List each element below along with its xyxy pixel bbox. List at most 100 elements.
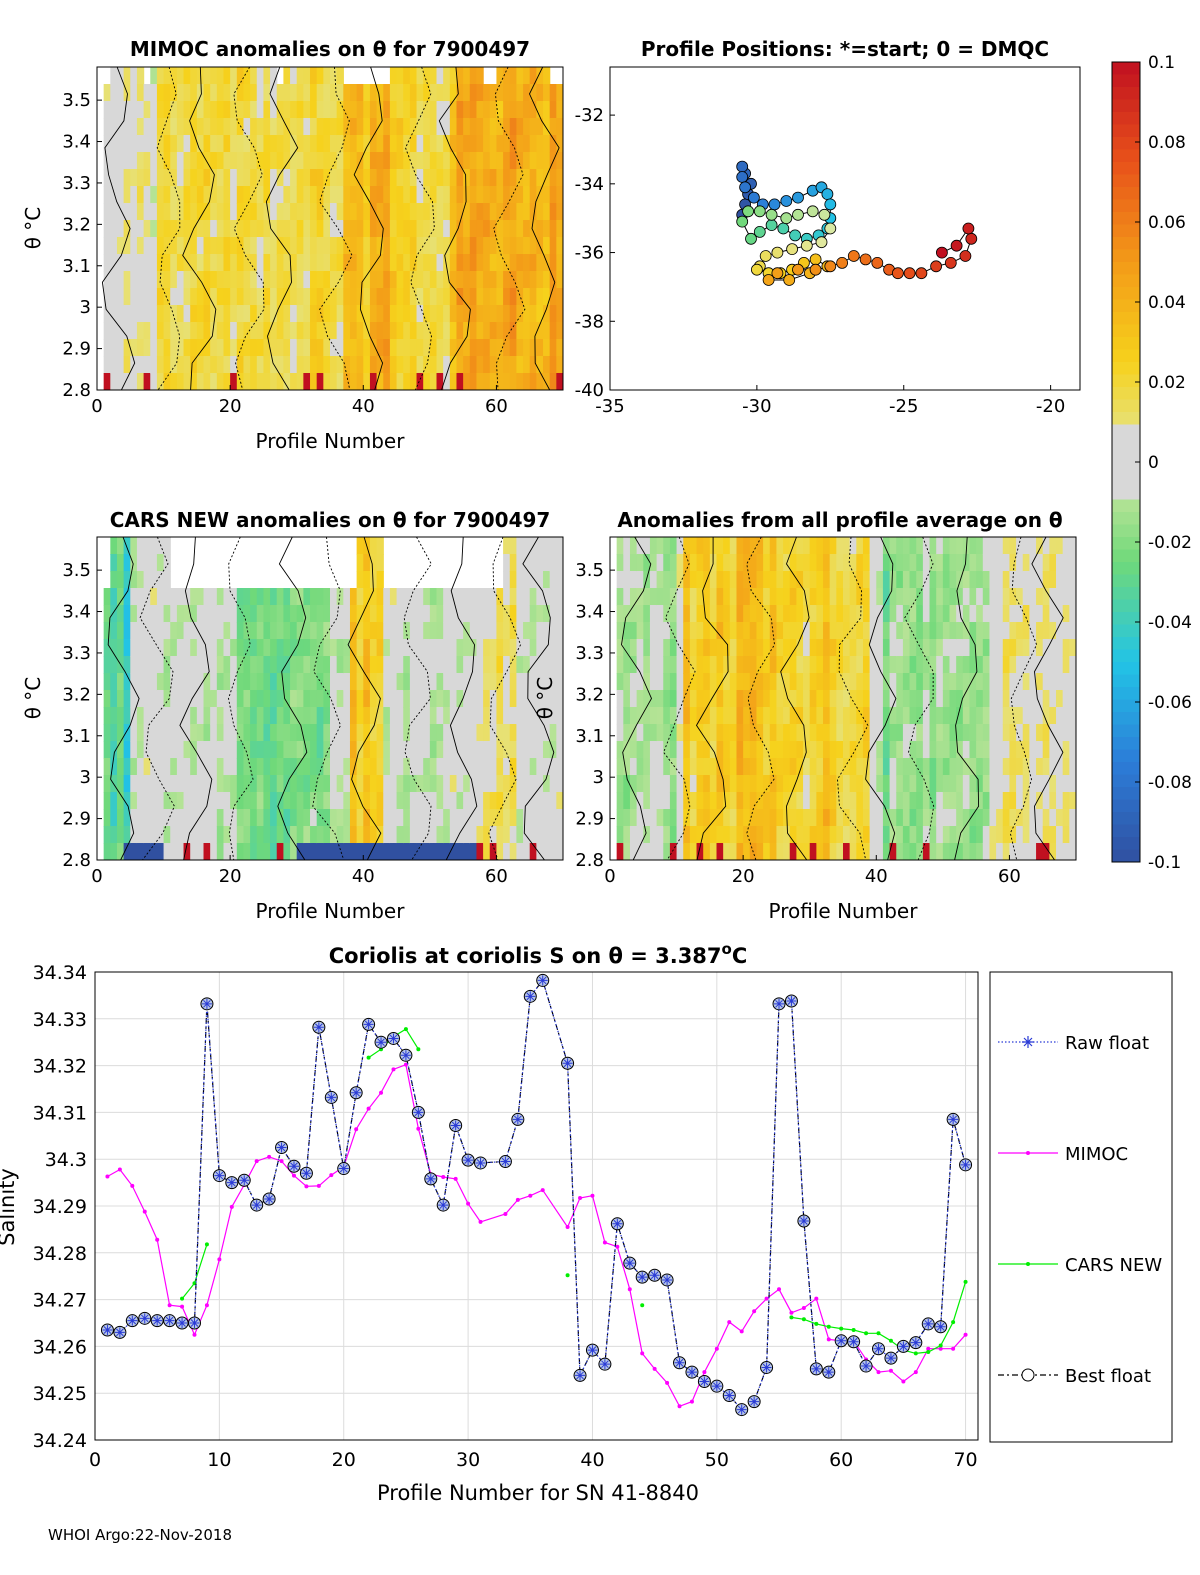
average-cell: [976, 741, 984, 759]
mimoc-cell: [496, 339, 504, 357]
mimoc-cell: [230, 169, 238, 187]
cars-cell: [529, 792, 537, 810]
average-cell: [763, 656, 771, 674]
colorbar-segment: [1112, 387, 1140, 400]
cars-cell: [469, 690, 478, 708]
average-cell: [929, 809, 937, 827]
cars-cell: [549, 724, 557, 742]
cars-cell: [250, 809, 258, 827]
cars-cell: [123, 843, 131, 860]
mimoc-cell: [196, 288, 205, 306]
average-cell: [696, 843, 704, 860]
average-cell: [889, 673, 897, 691]
average-cell: [829, 605, 837, 623]
mimoc-cell: [323, 339, 331, 357]
mimoc-cell: [230, 271, 238, 289]
mimoc-cell: [110, 135, 118, 153]
mimoc-cell: [476, 305, 484, 323]
average-cell: [616, 843, 624, 860]
mimoc-cell: [103, 356, 111, 374]
average-cell: [962, 639, 971, 657]
cars-cell: [403, 656, 411, 674]
average-cell: [769, 554, 778, 572]
average-cell: [876, 656, 884, 674]
cars-cell: [449, 724, 458, 742]
position-point: [792, 208, 804, 221]
mimoc-cell: [170, 271, 178, 289]
colorbar-segment: [1112, 212, 1140, 225]
average-cell: [956, 537, 964, 555]
mimoc-cell: [516, 135, 524, 153]
cars-cell: [456, 673, 464, 691]
average-cell: [723, 537, 731, 555]
mimoc-cell: [183, 237, 191, 255]
mimoc-cell: [176, 271, 185, 289]
average-cell: [929, 571, 937, 589]
average-cell: [976, 588, 984, 606]
mimoc-cell: [136, 67, 145, 85]
mimoc-cell: [403, 84, 411, 102]
mimoc-cell: [563, 356, 570, 374]
average-cell: [716, 809, 724, 827]
cars-cell: [156, 707, 165, 725]
average-cell: [703, 537, 711, 555]
cars-cell: [363, 673, 371, 691]
mimoc-cell: [403, 339, 411, 357]
cars-cell: [563, 537, 570, 555]
average-cell: [816, 537, 824, 555]
average-cell: [949, 724, 957, 742]
average-cell: [996, 741, 1004, 759]
cars-cell: [356, 554, 364, 572]
average-cell: [1062, 724, 1070, 742]
average-cell: [922, 826, 931, 844]
cars-cell: [409, 707, 418, 725]
cars-cell: [243, 792, 251, 810]
mimoc-cell: [456, 254, 464, 272]
cars-cell: [230, 690, 238, 708]
raw-point: [662, 1274, 673, 1285]
cars-cell: [170, 639, 178, 657]
average-cell: [736, 741, 744, 759]
average-cell: [736, 588, 744, 606]
mimoc-cell: [250, 237, 258, 255]
average-cell: [929, 622, 937, 640]
mimoc-cell: [283, 339, 291, 357]
cars-cell: [250, 758, 258, 776]
average-cell: [716, 656, 724, 674]
average-cell: [729, 826, 738, 844]
mimoc-ytick-label: 2.9: [62, 339, 91, 360]
average-cell: [689, 656, 698, 674]
cars-cell: [303, 792, 311, 810]
cars-cell: [256, 673, 265, 691]
average-cell: [829, 792, 837, 810]
mimoc-cell: [396, 373, 404, 390]
mimoc-cell: [223, 305, 231, 323]
position-point: [786, 243, 798, 256]
cars-cell: [376, 588, 384, 606]
mimoc-cell: [483, 288, 491, 306]
mimoc-cell: [216, 135, 225, 153]
cars-cell: [469, 741, 478, 759]
cars-cell: [456, 605, 464, 623]
cars-cell: [176, 673, 185, 691]
average-cell: [976, 605, 984, 623]
cars-cell: [210, 758, 218, 776]
cars-cell: [543, 826, 551, 844]
mimoc-cell: [429, 118, 438, 136]
cars-cell: [469, 792, 478, 810]
average-cell: [1049, 741, 1057, 759]
cars-cell: [376, 605, 384, 623]
mimoc-cell: [483, 203, 491, 221]
mimoc-point: [304, 1184, 309, 1189]
average-cell: [1029, 554, 1037, 572]
mimoc-cell: [170, 118, 178, 136]
mimoc-cell: [203, 254, 211, 272]
average-cell: [803, 826, 811, 844]
mimoc-cell: [110, 67, 118, 85]
average-cell: [843, 775, 851, 793]
mimoc-cell: [496, 186, 504, 204]
average-cell: [1036, 537, 1044, 555]
mimoc-cell: [190, 356, 198, 374]
cars-cell: [349, 741, 358, 759]
mimoc-cell: [143, 356, 151, 374]
